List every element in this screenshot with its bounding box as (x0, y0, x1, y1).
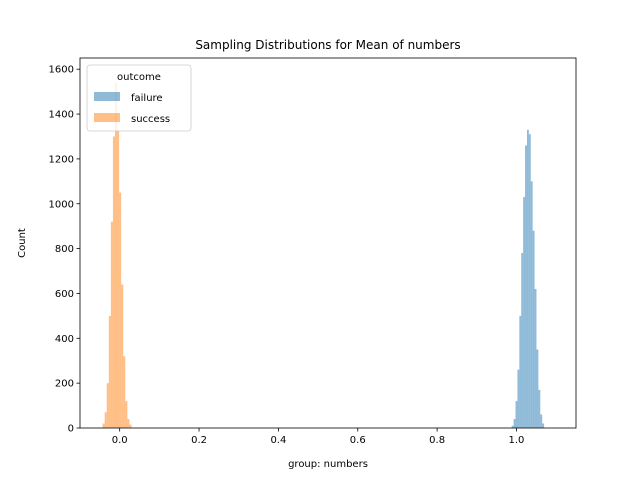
bar-success-3 (108, 315, 111, 428)
x-axis-label: group: numbers (288, 459, 368, 470)
bar-failure-5 (521, 253, 524, 428)
bar-failure-0 (511, 425, 514, 428)
bar-success-10 (123, 356, 126, 428)
bar-failure-12 (534, 288, 537, 428)
legend-swatch-failure (94, 92, 120, 101)
bar-success-7 (117, 129, 120, 428)
plot-frame (79, 57, 577, 429)
bar-failure-8 (526, 129, 529, 428)
y-axis: 0 200 400 600 800 1000 1200 1400 1600 (49, 65, 80, 435)
y-tick-label-7: 1400 (49, 110, 74, 121)
bar-success-0 (102, 423, 105, 428)
bar-failure-11 (532, 230, 535, 428)
bar-success-9 (121, 284, 124, 428)
bar-success-5 (112, 136, 115, 429)
bar-failure-14 (538, 389, 541, 428)
bar-failure-2 (515, 401, 518, 428)
y-axis-label: Count (17, 228, 28, 258)
bar-failure-13 (536, 349, 539, 428)
bar-success-6 (115, 82, 118, 429)
y-tick-label-6: 1200 (49, 154, 74, 165)
bar-failure-16 (542, 423, 545, 428)
bar-success-1 (104, 412, 107, 428)
x-tick-label-1: 0.2 (191, 435, 207, 446)
x-tick-label-0: 0.0 (112, 435, 128, 446)
bar-success-8 (119, 192, 122, 428)
legend-label-failure: failure (131, 93, 163, 104)
bar-failure-10 (530, 181, 533, 428)
bar-failure-1 (513, 419, 516, 428)
chart-title: Sampling Distributions for Mean of numbe… (195, 38, 460, 52)
bar-success-12 (127, 419, 130, 428)
x-tick-label-2: 0.4 (270, 435, 286, 446)
x-tick-label-4: 0.8 (429, 435, 445, 446)
x-tick-label-5: 1.0 (509, 435, 525, 446)
y-tick-label-8: 1600 (49, 65, 74, 76)
bar-failure-3 (517, 369, 520, 428)
bar-success-2 (106, 383, 109, 428)
y-tick-label-0: 0 (68, 424, 74, 435)
y-tick-label-2: 400 (55, 334, 74, 345)
bar-success-4 (110, 221, 113, 428)
legend: outcome failure success (86, 64, 192, 132)
bar-success-13 (129, 424, 132, 428)
histogram-bars (102, 82, 545, 429)
bar-failure-7 (525, 145, 527, 428)
y-tick-label-1: 200 (55, 379, 74, 390)
legend-title: outcome (117, 72, 161, 83)
y-tick-label-5: 1000 (49, 199, 74, 210)
legend-label-success: success (131, 114, 170, 125)
legend-swatch-success (94, 113, 120, 122)
bar-failure-15 (540, 414, 543, 428)
x-axis: 0.0 0.2 0.4 0.6 0.8 1.0 (112, 428, 525, 446)
y-tick-label-4: 800 (55, 244, 74, 255)
x-tick-label-3: 0.6 (350, 435, 366, 446)
bar-success-11 (125, 401, 128, 428)
y-tick-label-3: 600 (55, 289, 74, 300)
bar-failure-6 (523, 197, 526, 428)
bar-failure-9 (528, 134, 531, 429)
bar-failure-4 (519, 315, 522, 428)
